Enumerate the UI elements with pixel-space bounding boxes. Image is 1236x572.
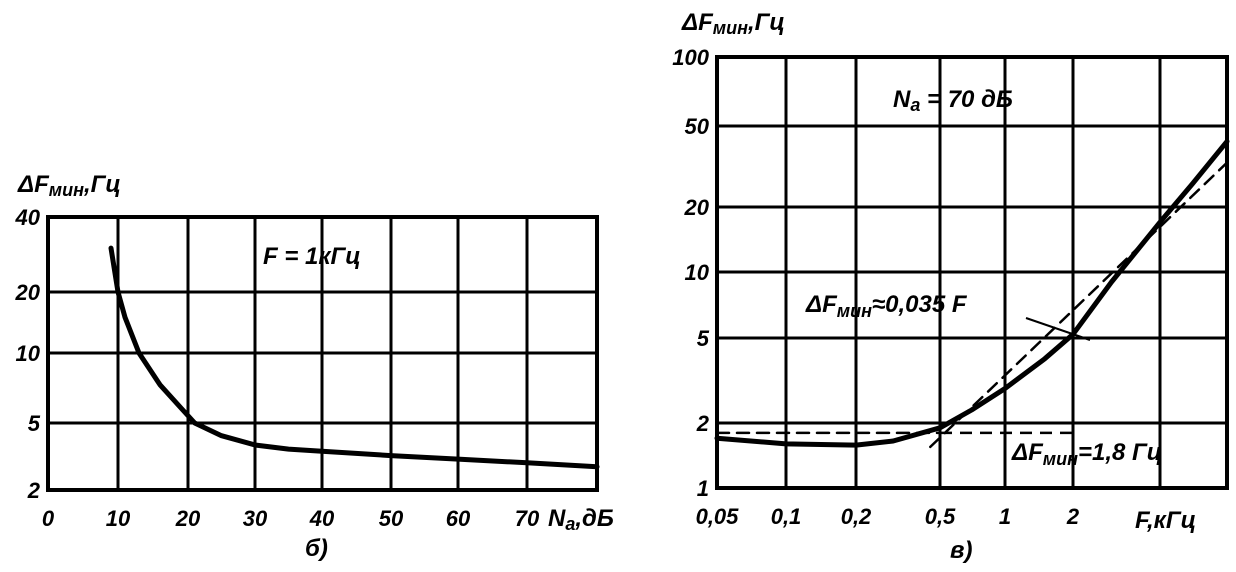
panel0-x-tick-label: 0 bbox=[42, 506, 55, 531]
panel0-y-tick-label: 10 bbox=[16, 341, 41, 366]
panel0-x-tick-label: 40 bbox=[309, 506, 335, 531]
right-x-axis-label: F,кГц bbox=[1135, 507, 1196, 534]
panel1-x-tick-label: 0,5 bbox=[925, 504, 956, 529]
right-annotation-na: Na = 70 дБ bbox=[893, 86, 1013, 115]
panel1-y-tick-label: 100 bbox=[672, 45, 709, 70]
panel0-x-tick-label: 70 bbox=[515, 506, 540, 531]
panel1-plot-frame bbox=[715, 55, 1229, 490]
panel1-x-tick-label: 1 bbox=[999, 504, 1011, 529]
right-panel-label: в) bbox=[950, 537, 973, 564]
panel0-x-tick-label: 60 bbox=[446, 506, 471, 531]
panel0-x-tick-label: 20 bbox=[175, 506, 201, 531]
panel1-y-tick-label: 20 bbox=[684, 195, 710, 220]
panel0-curve-0 bbox=[108, 245, 600, 470]
left-panel-label: б) bbox=[305, 535, 328, 562]
panel0-x-tick-label: 50 bbox=[379, 506, 404, 531]
panel1-y-tick-label: 50 bbox=[685, 114, 710, 139]
right-annotation-floor: ΔFмин=1,8 Гц bbox=[1011, 439, 1162, 469]
panel0-x-tick-label: 10 bbox=[106, 506, 131, 531]
panel1-curve-0 bbox=[714, 138, 1230, 448]
slope-annotation-leader bbox=[1025, 317, 1091, 341]
panel0-plot-frame bbox=[46, 215, 599, 492]
left-x-axis-label: Na,дБ bbox=[548, 505, 614, 534]
panel1-y-tick-label: 10 bbox=[685, 260, 710, 285]
panel1-x-tick-label: 2 bbox=[1066, 504, 1080, 529]
panel0-y-tick-label: 40 bbox=[15, 205, 41, 230]
panel1-dashed-line-2 bbox=[929, 161, 1229, 449]
right-y-axis-label: ΔFмин,Гц bbox=[681, 9, 785, 38]
panel0-y-tick-label: 2 bbox=[27, 478, 41, 503]
panel1-y-tick-label: 1 bbox=[697, 476, 709, 501]
panel1-x-tick-label: 0,05 bbox=[696, 504, 740, 529]
left-y-axis-label: ΔFмин,Гц bbox=[17, 171, 121, 200]
panel0-y-tick-label: 20 bbox=[15, 280, 41, 305]
panel1-y-tick-label: 2 bbox=[696, 411, 710, 436]
panel1-x-tick-label: 0,2 bbox=[841, 504, 872, 529]
left-annotation: F = 1кГц bbox=[263, 243, 361, 270]
panel0-x-tick-label: 30 bbox=[243, 506, 268, 531]
panel1-y-tick-label: 5 bbox=[697, 326, 710, 351]
panel1-x-tick-label: 0,1 bbox=[771, 504, 802, 529]
right-annotation-slope: ΔFмин≈0,035 F bbox=[805, 291, 968, 321]
panel0-y-tick-label: 5 bbox=[28, 411, 41, 436]
